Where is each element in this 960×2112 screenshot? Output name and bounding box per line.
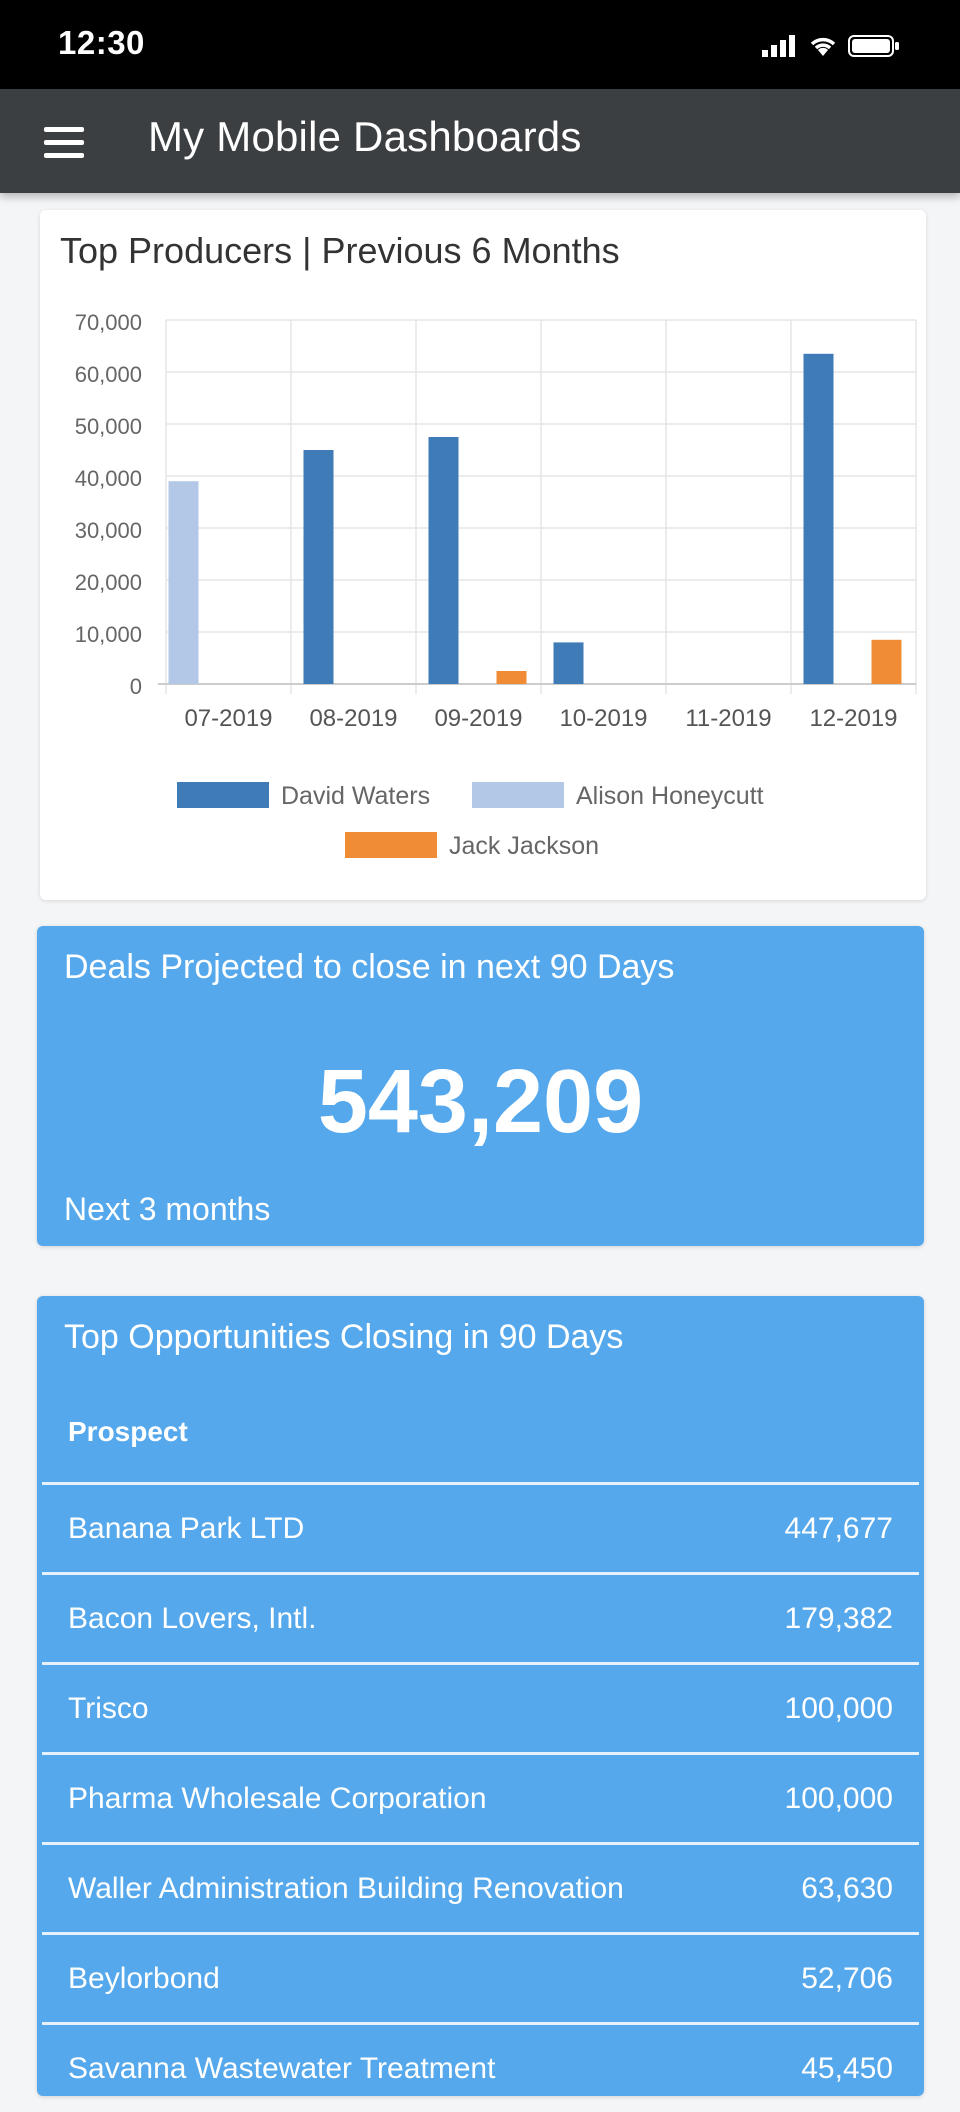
hamburger-menu-icon[interactable] [40, 119, 90, 165]
bar-alison-honeycutt [168, 481, 199, 684]
status-bar: 12:30 [0, 0, 960, 89]
app-bar: My Mobile Dashboards [0, 89, 960, 193]
prospect-value: 52,706 [801, 1961, 893, 1995]
y-tick-label: 10,000 [75, 622, 142, 647]
prospect-name: Beylorbond [68, 1961, 220, 1995]
x-tick-label: 12-2019 [809, 705, 897, 732]
prospect-value: 45,450 [801, 2051, 893, 2085]
legend-label: David Waters [281, 782, 430, 810]
app-title: My Mobile Dashboards [148, 113, 582, 160]
bar-david-waters [803, 353, 834, 684]
y-tick-label: 40,000 [75, 466, 142, 491]
table-row[interactable]: Savanna Wastewater Treatment 45,450 [42, 2022, 919, 2112]
x-tick-label: 10-2019 [559, 705, 647, 732]
prospect-name: Waller Administration Building Renovatio… [68, 1871, 624, 1905]
top-opportunities-card: Top Opportunities Closing in 90 Days Pro… [37, 1296, 924, 2096]
chart-title: Top Producers | Previous 6 Months [60, 230, 620, 271]
status-time: 12:30 [58, 24, 145, 61]
signal-icon [762, 35, 795, 57]
table-title: Top Opportunities Closing in 90 Days [64, 1318, 624, 1356]
table-row[interactable]: Waller Administration Building Renovatio… [42, 1842, 919, 1932]
prospect-value: 100,000 [784, 1691, 893, 1725]
y-tick-label: 60,000 [75, 362, 142, 387]
top-producers-bar-chart: 0 10,000 20,000 30,000 40,000 50,000 60,000 70,… [75, 310, 917, 860]
legend-label: Jack Jackson [449, 832, 599, 860]
bar-jack-jackson [871, 639, 902, 684]
table-row[interactable]: Banana Park LTD 447,677 [42, 1482, 919, 1572]
table-row[interactable]: Pharma Wholesale Corporation 100,000 [42, 1752, 919, 1842]
kpi-title: Deals Projected to close in next 90 Days [64, 948, 675, 986]
prospect-name: Savanna Wastewater Treatment [68, 2051, 496, 2085]
y-tick-label: 70,000 [75, 310, 142, 335]
prospect-value: 63,630 [801, 1871, 893, 1905]
y-tick-label: 30,000 [75, 518, 142, 543]
y-tick-label: 0 [130, 674, 142, 699]
legend-swatch [472, 782, 564, 808]
prospect-value: 100,000 [784, 1781, 893, 1815]
legend-swatch [177, 782, 269, 808]
table-row[interactable]: Beylorbond 52,706 [42, 1932, 919, 2022]
top-producers-chart-card: Top Producers | Previous 6 Months 0 10,00… [40, 210, 926, 900]
kpi-value: 543,209 [317, 1052, 644, 1152]
x-tick-label: 09-2019 [434, 705, 522, 732]
x-tick-label: 07-2019 [184, 705, 272, 732]
bar-jack-jackson [496, 671, 527, 684]
bar-david-waters [303, 450, 334, 684]
x-tick-label: 11-2019 [685, 705, 771, 732]
column-header-prospect: Prospect [68, 1416, 188, 1447]
wifi-icon [810, 37, 836, 56]
status-icons [762, 30, 900, 62]
y-tick-label: 20,000 [75, 570, 142, 595]
prospect-name: Banana Park LTD [68, 1511, 305, 1545]
prospect-name: Trisco [68, 1691, 149, 1725]
prospect-value: 447,677 [784, 1511, 893, 1545]
deals-projected-card[interactable]: Deals Projected to close in next 90 Days… [37, 926, 924, 1246]
bar-david-waters [553, 642, 584, 684]
kpi-footer: Next 3 months [64, 1191, 271, 1227]
prospect-name: Bacon Lovers, Intl. [68, 1601, 317, 1635]
y-tick-label: 50,000 [75, 414, 142, 439]
prospect-value: 179,382 [784, 1601, 893, 1635]
battery-icon [848, 35, 899, 57]
legend-label: Alison Honeycutt [576, 782, 764, 810]
legend-swatch [345, 832, 437, 858]
table-row[interactable]: Trisco 100,000 [42, 1662, 919, 1752]
bar-david-waters [428, 437, 459, 684]
table-row[interactable]: Bacon Lovers, Intl. 179,382 [42, 1572, 919, 1662]
prospect-name: Pharma Wholesale Corporation [68, 1781, 487, 1815]
opportunities-list: Banana Park LTD 447,677 Bacon Lovers, Intl… [42, 1482, 919, 2112]
x-tick-label: 08-2019 [309, 705, 397, 732]
